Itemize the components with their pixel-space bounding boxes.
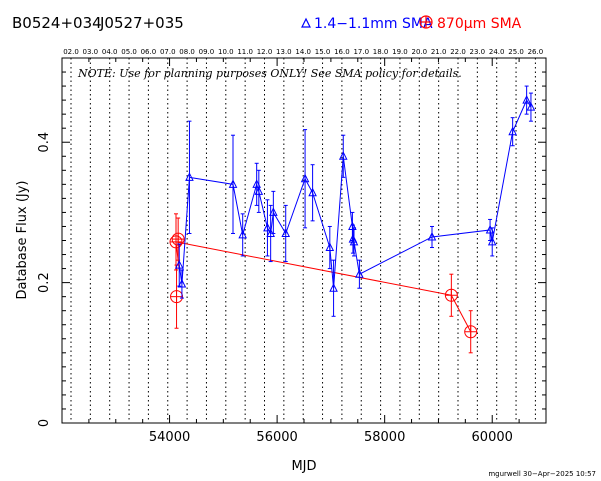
legend-blue-label: 1.4−1.1mm SMA xyxy=(314,16,433,32)
blue-data-point xyxy=(177,278,187,288)
blue-data-point xyxy=(325,242,335,252)
year-grid xyxy=(70,58,536,423)
top-axis-label: 05.0 xyxy=(121,48,137,56)
blue-data-point xyxy=(526,102,536,111)
y-axis-ticks: 0 0.2 0.4 xyxy=(37,71,546,427)
plot-frame xyxy=(61,57,547,424)
blue-data-point xyxy=(174,259,184,269)
red-series-lines xyxy=(175,241,472,332)
blue-data-point xyxy=(300,173,310,183)
x-tick-label: 56000 xyxy=(256,430,297,445)
blue-data-point xyxy=(355,269,364,278)
top-axis-label: 26.0 xyxy=(528,48,544,56)
top-axis-label: 13.0 xyxy=(276,48,292,56)
blue-data-point xyxy=(338,151,348,160)
x-tick-label: 54000 xyxy=(149,430,190,445)
red-series-line xyxy=(175,241,180,271)
top-axis-label: 04.0 xyxy=(102,48,118,56)
top-axis-label: 03.0 xyxy=(83,48,99,56)
planning-note: NOTE: Use for planning purposes ONLY! Se… xyxy=(77,67,462,80)
y-tick-label: 0 xyxy=(37,419,52,427)
blue-series-lines xyxy=(178,99,532,289)
blue-data-point xyxy=(281,228,291,237)
x-axis-ticks: 54000 56000 58000 60000 xyxy=(61,58,547,445)
red-data-point xyxy=(171,232,185,246)
y-tick-label: 0.2 xyxy=(37,272,52,293)
top-axis-label: 08.0 xyxy=(179,48,195,56)
blue-data-point xyxy=(238,229,248,239)
top-axis-label: 02.0 xyxy=(63,48,79,56)
red-data-point xyxy=(464,325,478,339)
blue-data-point xyxy=(269,207,278,216)
x-tick-label: 58000 xyxy=(364,430,405,445)
red-data-point xyxy=(444,288,458,302)
top-axis-label: 14.0 xyxy=(295,48,311,56)
red-series-points xyxy=(169,213,478,354)
blue-data-point xyxy=(349,236,359,246)
red-data-point xyxy=(170,290,184,304)
credit-stamp: mgurwell 30−Apr−2025 10:57 xyxy=(488,470,596,478)
top-axis-label: 10.0 xyxy=(218,48,234,56)
top-axis-label: 07.0 xyxy=(160,48,176,56)
blue-data-point xyxy=(508,126,517,136)
top-axis-label: 06.0 xyxy=(141,48,157,56)
blue-data-point xyxy=(427,231,437,241)
blue-data-point xyxy=(522,94,531,104)
x-tick-label: 60000 xyxy=(472,430,513,445)
blue-data-point xyxy=(254,186,264,195)
alt-source-name: J0527+035 xyxy=(99,14,184,32)
blue-data-point xyxy=(263,222,272,232)
red-series-line xyxy=(450,295,472,332)
top-axis-label: 21.0 xyxy=(431,48,447,56)
blue-data-point xyxy=(329,283,338,292)
top-axis-label: 22.0 xyxy=(450,48,466,56)
top-axis-label: 17.0 xyxy=(353,48,369,56)
top-axis-year-labels: 02.0 03.0 04.0 05.0 06.0 07.0 08.0 09.0 10.0 11.0… xyxy=(63,48,543,56)
blue-data-point xyxy=(228,179,238,188)
y-tick-label: 0.4 xyxy=(37,132,52,153)
x-axis-label: MJD xyxy=(291,459,316,474)
y-axis-label: Database Flux (Jy) xyxy=(15,181,30,300)
top-axis-label: 15.0 xyxy=(315,48,331,56)
legend-red: 870μm SMA xyxy=(419,15,522,32)
top-axis-label: 19.0 xyxy=(392,48,408,56)
top-axis-label: 11.0 xyxy=(237,48,253,56)
red-series-line xyxy=(175,241,452,296)
blue-data-point xyxy=(308,187,317,197)
top-axis-label: 16.0 xyxy=(334,48,350,56)
top-axis-label: 09.0 xyxy=(199,48,215,56)
top-axis-label: 18.0 xyxy=(373,48,389,56)
top-axis-label: 24.0 xyxy=(489,48,505,56)
top-axis-label: 20.0 xyxy=(412,48,428,56)
legend-blue: 1.4−1.1mm SMA xyxy=(301,16,433,32)
red-data-point xyxy=(169,235,183,249)
legend-red-label: 870μm SMA xyxy=(437,16,522,32)
top-axis-label: 25.0 xyxy=(508,48,524,56)
blue-data-point xyxy=(487,236,497,246)
legend-triangle-icon xyxy=(301,17,311,28)
top-axis-label: 23.0 xyxy=(470,48,486,56)
blue-series-points xyxy=(174,85,536,317)
blue-data-point xyxy=(185,172,194,181)
source-name: B0524+034 xyxy=(12,14,102,32)
blue-data-point xyxy=(348,221,357,230)
top-axis-label: 12.0 xyxy=(257,48,273,56)
